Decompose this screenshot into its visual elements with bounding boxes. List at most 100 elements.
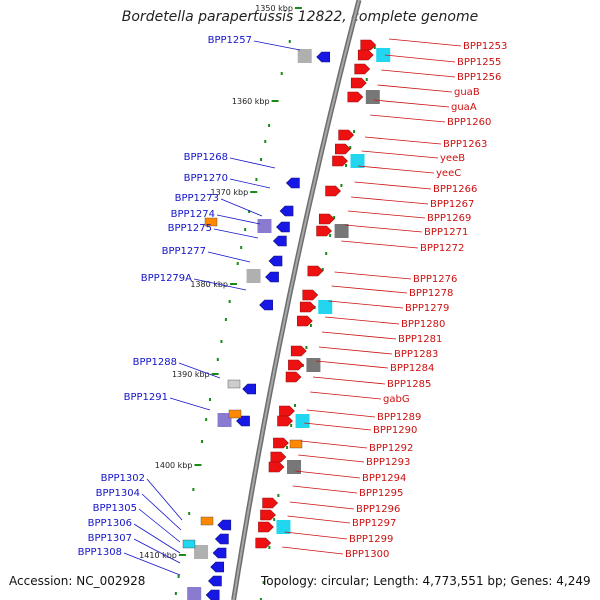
gene-label-right: BPP1290 [373, 425, 417, 436]
gene-label-left: BPP1273 [175, 193, 219, 204]
leader-line-right [344, 224, 423, 233]
genome-backbone-highlight [232, 0, 360, 600]
tick-dot [290, 424, 293, 427]
forward-gene-arrow [279, 405, 295, 417]
leader-line-right [364, 136, 442, 145]
reverse-gene-arrow [205, 589, 220, 600]
gene-feature-box [350, 154, 365, 168]
forward-gene-arrow [307, 265, 324, 277]
leader-line-left [213, 228, 259, 239]
leader-line-right [295, 470, 361, 479]
tick-dot [248, 210, 251, 213]
gene-label-right: BPP1256 [457, 72, 501, 83]
gene-feature-box [295, 414, 310, 428]
leader-line-right [284, 531, 348, 540]
tick-dot [340, 184, 343, 187]
accession-text: Accession: NC_002928 [9, 574, 146, 588]
gene-label-left: BPP1257 [208, 35, 252, 46]
gene-label-right: BPP1284 [390, 363, 434, 374]
gene-label-left: BPP1291 [124, 392, 168, 403]
kbp-label: 1400 kbp [155, 461, 193, 470]
gene-label-right: BPP1289 [377, 412, 421, 423]
tick-dot [286, 446, 289, 449]
gene-label-right: BPP1294 [362, 473, 406, 484]
forward-gene-arrow [357, 49, 374, 61]
gene-label-left: BPP1270 [184, 173, 228, 184]
gene-feature-box [257, 219, 272, 233]
tick-dot [220, 340, 223, 343]
forward-gene-arrow [316, 225, 333, 237]
gene-label-left: BPP1302 [101, 473, 145, 484]
reverse-gene-arrow [242, 383, 256, 395]
kbp-label: 1410 kbp [139, 551, 177, 560]
leader-line-left [207, 251, 251, 263]
tick-dot [293, 404, 296, 407]
forward-gene-arrow [288, 359, 304, 371]
map-title: Bordetella parapertussis 12822, complete… [121, 9, 479, 25]
gene-label-left: BPP1305 [93, 503, 137, 514]
leader-line-left [229, 157, 276, 169]
gene-feature-box [194, 545, 209, 559]
forward-gene-arrow [325, 185, 342, 197]
leader-line-left [141, 493, 182, 531]
leader-line-right [292, 485, 358, 494]
gene-label-left: BPP1268 [184, 152, 228, 163]
kbp-label: 1350 kbp [255, 4, 293, 13]
gene-feature-box [228, 409, 242, 419]
reverse-gene-arrow [259, 299, 273, 311]
tick-dot [280, 72, 283, 75]
genome-backbone [231, 0, 362, 600]
gene-feature-box [227, 379, 241, 389]
leader-line-right [306, 409, 376, 418]
gene-label-right: BPP1285 [387, 379, 431, 390]
gene-feature-box [318, 300, 333, 314]
leader-line-right [322, 331, 397, 340]
forward-gene-arrow [258, 521, 274, 533]
kbp-label: 1360 kbp [232, 97, 270, 106]
tick-dot [259, 598, 262, 600]
tick-dot [260, 158, 263, 161]
reverse-gene-arrow [214, 533, 229, 545]
reverse-gene-arrow [285, 177, 300, 189]
forward-gene-arrow [360, 39, 377, 51]
gene-label-right: BPP1297 [352, 518, 396, 529]
tick-dot [353, 130, 356, 133]
gene-feature-box [334, 224, 349, 238]
gene-feature-box [306, 358, 321, 372]
reverse-gene-arrow [208, 575, 222, 587]
leader-line-right [316, 360, 389, 369]
kbp-label: 1370 kbp [211, 188, 249, 197]
reverse-gene-arrow [279, 205, 294, 217]
gene-label-left: BPP1304 [96, 488, 140, 499]
leader-line-right [328, 300, 404, 309]
gene-feature-box [204, 217, 218, 227]
leader-line-right [373, 99, 450, 108]
forward-gene-arrow [260, 509, 276, 521]
gene-label-right: BPP1278 [409, 288, 453, 299]
tick-dot [177, 575, 180, 578]
leader-line-right [388, 38, 462, 47]
leader-line-right [334, 271, 412, 280]
leader-line-right [289, 501, 355, 510]
leader-line-right [310, 391, 382, 400]
tick-dot [264, 140, 267, 143]
tick-dot [333, 216, 336, 219]
gene-label-left: BPP1277 [162, 246, 206, 257]
tick-dot [321, 268, 324, 271]
reverse-gene-arrow [316, 51, 331, 63]
leader-line-right [282, 546, 344, 555]
gene-feature-box [297, 49, 312, 63]
forward-gene-arrow [299, 301, 316, 313]
gene-label-left: BPP1288 [133, 357, 177, 368]
forward-gene-arrow [347, 91, 364, 103]
gene-label-right: guaB [454, 87, 480, 98]
tick-dot [262, 581, 265, 584]
leader-line-left [146, 478, 183, 521]
leader-line-right [358, 165, 435, 174]
forward-gene-arrow [273, 437, 289, 449]
tick-dot [224, 318, 227, 321]
forward-gene-arrow [354, 63, 371, 75]
tick-dot [188, 512, 191, 515]
tick-dot [288, 40, 291, 43]
